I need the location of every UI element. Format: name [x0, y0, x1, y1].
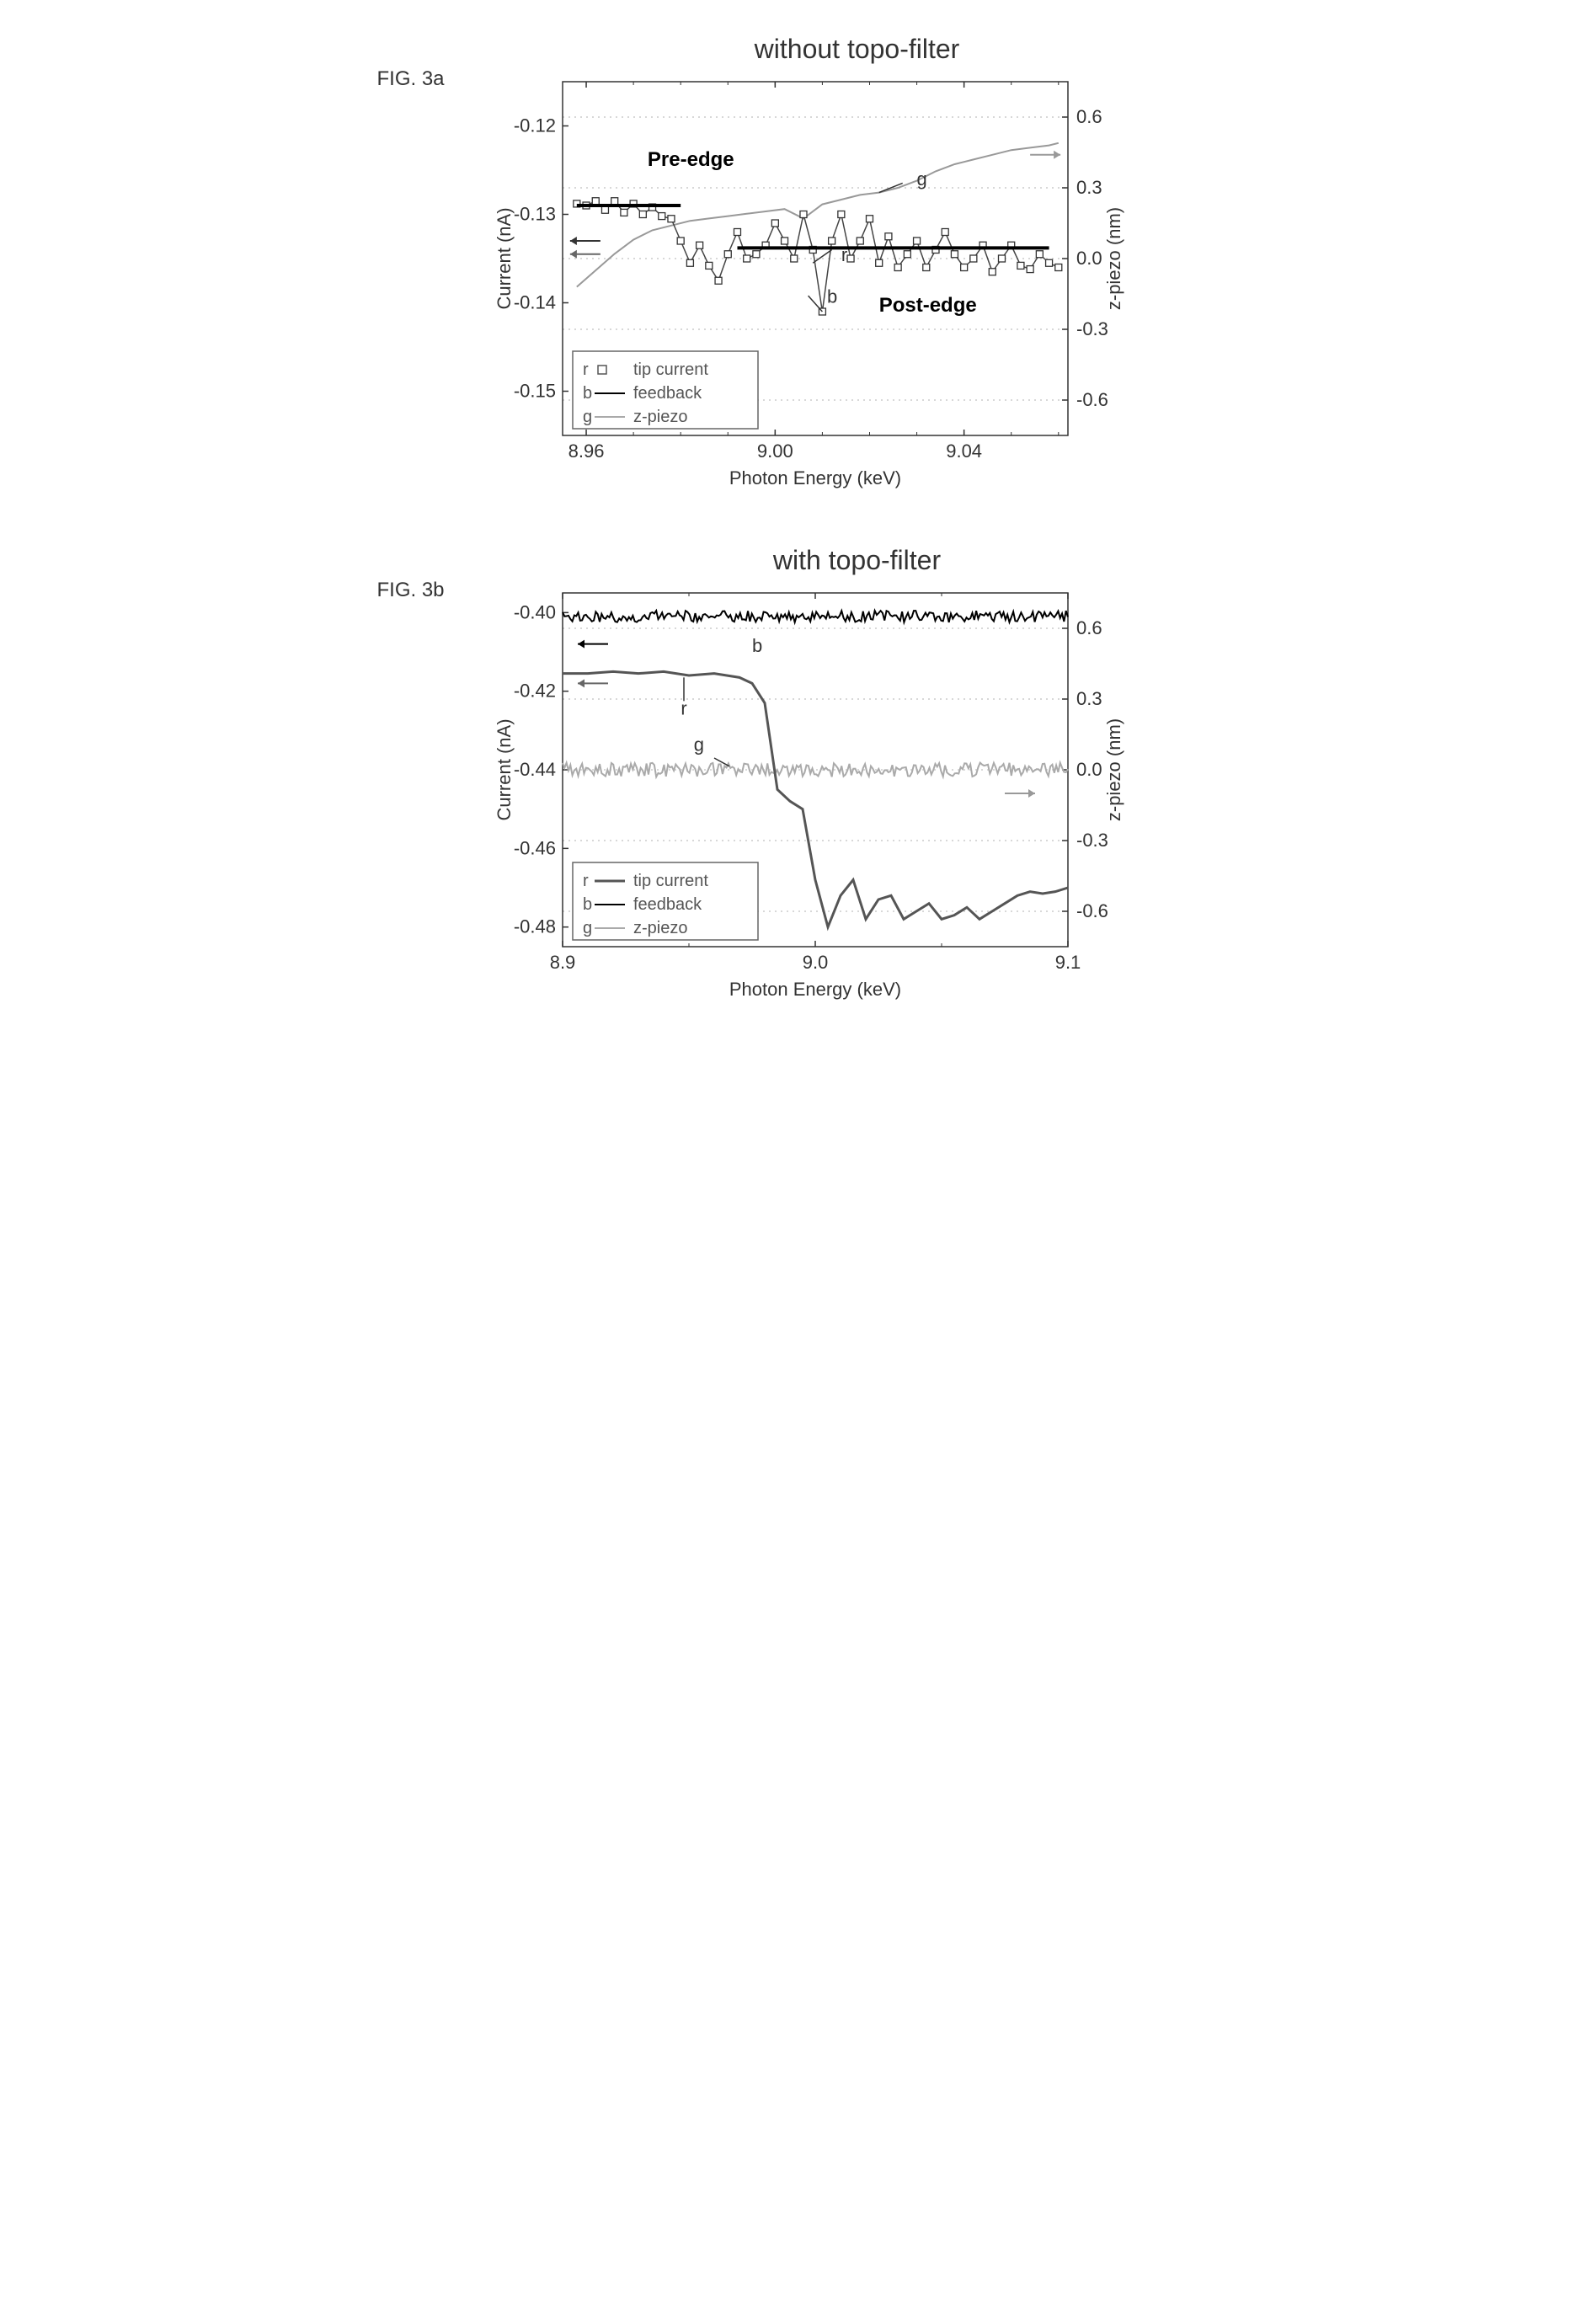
svg-text:r: r	[583, 360, 589, 379]
svg-text:r: r	[681, 698, 686, 719]
svg-text:g: g	[583, 408, 592, 426]
svg-text:feedback: feedback	[633, 384, 702, 403]
svg-text:-0.42: -0.42	[513, 681, 555, 702]
fig-label-3a: FIG. 3a	[377, 67, 445, 91]
svg-text:8.9: 8.9	[549, 952, 575, 973]
figure-3b: FIG. 3b with topo-filter 8.9 9.0 9.1 -0.40 -…	[377, 545, 1220, 1006]
svg-text:r: r	[583, 872, 589, 890]
svg-text:0.3: 0.3	[1076, 688, 1102, 709]
svg-text:0.6: 0.6	[1076, 106, 1102, 127]
svg-text:z-piezo (nm): z-piezo (nm)	[1103, 718, 1124, 821]
figure-3a: FIG. 3a without topo-filter 8.96 9.00 9.04…	[377, 34, 1220, 494]
svg-text:9.04: 9.04	[946, 440, 982, 462]
svg-text:-0.48: -0.48	[513, 916, 555, 937]
svg-text:b: b	[827, 286, 837, 307]
svg-text:z-piezo: z-piezo	[633, 919, 687, 937]
svg-text:0.0: 0.0	[1076, 248, 1102, 269]
svg-text:Photon Energy (keV): Photon Energy (keV)	[729, 467, 900, 488]
svg-text:Pre-edge: Pre-edge	[647, 148, 734, 171]
svg-text:9.0: 9.0	[802, 952, 828, 973]
svg-text:9.00: 9.00	[756, 440, 793, 462]
svg-text:0.6: 0.6	[1076, 617, 1102, 638]
svg-text:0.3: 0.3	[1076, 177, 1102, 198]
chart-title-3b: with topo-filter	[495, 545, 1220, 576]
svg-text:-0.46: -0.46	[513, 837, 555, 858]
svg-text:Post-edge: Post-edge	[878, 294, 976, 317]
svg-text:-0.40: -0.40	[513, 601, 555, 622]
svg-text:-0.3: -0.3	[1076, 318, 1108, 339]
svg-text:b: b	[752, 635, 762, 656]
svg-text:0.0: 0.0	[1076, 759, 1102, 780]
plot-3b: 8.9 9.0 9.1 -0.40 -0.42 -0.44 -0.46 -0.48 -0.6 -0…	[495, 585, 1135, 1006]
svg-text:g: g	[693, 734, 703, 755]
svg-text:-0.14: -0.14	[513, 292, 555, 313]
svg-text:Photon Energy (keV): Photon Energy (keV)	[729, 979, 900, 1000]
svg-text:tip current: tip current	[633, 872, 708, 890]
svg-text:-0.44: -0.44	[513, 759, 555, 780]
plot-3a: 8.96 9.00 9.04 -0.12 -0.13 -0.14 -0.15 -0.6 -0.3…	[495, 73, 1135, 494]
chart-title-3a: without topo-filter	[495, 34, 1220, 65]
svg-text:-0.6: -0.6	[1076, 900, 1108, 921]
svg-text:Current (nA): Current (nA)	[495, 207, 515, 309]
svg-text:r: r	[841, 244, 846, 265]
svg-text:tip current: tip current	[633, 360, 708, 379]
svg-text:-0.6: -0.6	[1076, 389, 1108, 410]
fig-label-3b: FIG. 3b	[377, 579, 445, 602]
svg-text:feedback: feedback	[633, 895, 702, 914]
svg-text:g: g	[583, 919, 592, 937]
svg-text:b: b	[583, 384, 592, 403]
svg-text:b: b	[583, 895, 592, 914]
svg-text:z-piezo: z-piezo	[633, 408, 687, 426]
svg-text:-0.15: -0.15	[513, 381, 555, 402]
svg-text:-0.3: -0.3	[1076, 830, 1108, 851]
svg-text:z-piezo (nm): z-piezo (nm)	[1103, 207, 1124, 310]
svg-text:8.96: 8.96	[568, 440, 604, 462]
svg-text:-0.12: -0.12	[513, 115, 555, 136]
svg-text:9.1: 9.1	[1054, 952, 1081, 973]
svg-text:Current (nA): Current (nA)	[495, 718, 515, 820]
svg-text:-0.13: -0.13	[513, 204, 555, 225]
svg-text:g: g	[916, 168, 926, 190]
